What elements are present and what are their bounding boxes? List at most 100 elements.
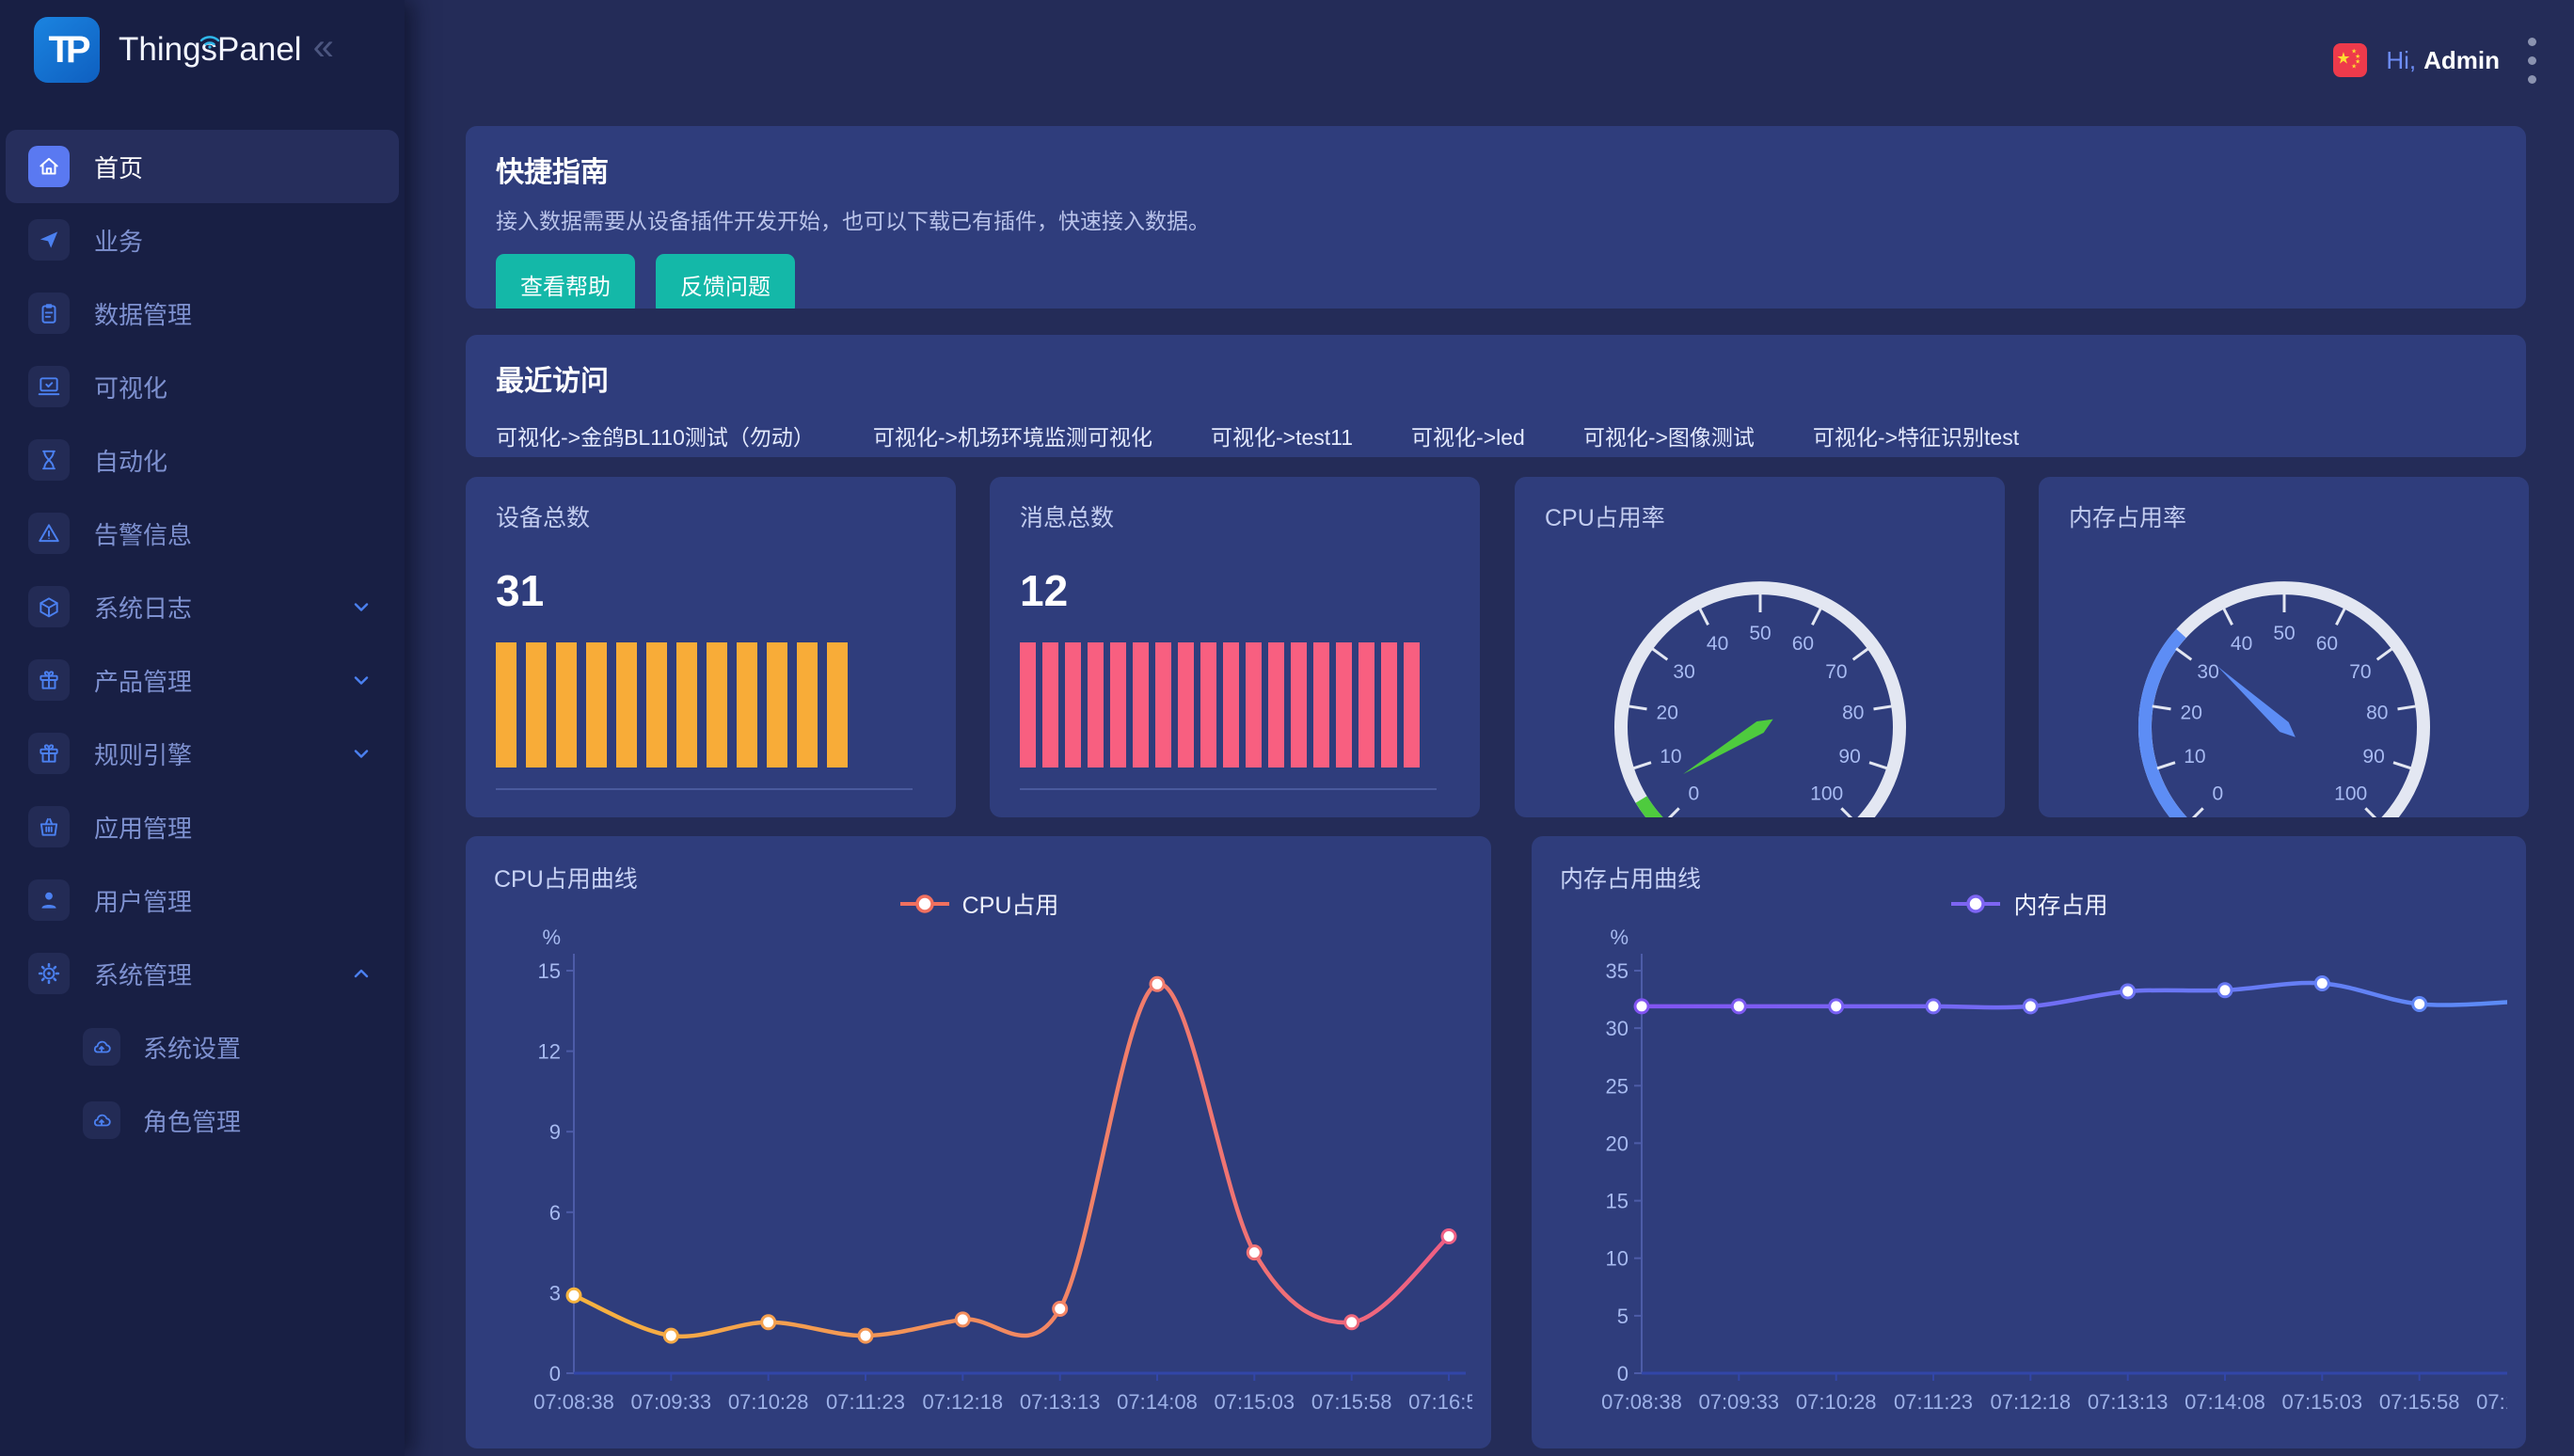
svg-text:30: 30	[2197, 661, 2218, 683]
gift-icon	[28, 733, 70, 774]
svg-text:07:14:08: 07:14:08	[2185, 1390, 2265, 1414]
device-total-bars	[496, 642, 926, 768]
svg-text:★: ★	[2337, 49, 2351, 67]
clipboard-icon	[28, 293, 70, 334]
sidebar-item-home[interactable]: 首页	[6, 130, 399, 203]
bar	[1088, 642, 1104, 768]
feedback-button[interactable]: 反馈问题	[656, 254, 795, 309]
chevron-down-icon	[350, 595, 373, 618]
home-icon	[28, 146, 70, 187]
sidebar-item-rule-engine[interactable]: 规则引擎	[6, 717, 399, 790]
sidebar-item-visualization[interactable]: 可视化	[6, 350, 399, 423]
app-logo-icon[interactable]: TP	[34, 17, 100, 83]
recent-links: 可视化->金鸽BL110测试（勿动） 可视化->机场环境监测可视化 可视化->tes…	[496, 419, 2496, 451]
cpu-usage-gauge-card: CPU占用率 0 10 20 30 40 50 60 70 80 90 100 5.05%	[1515, 477, 2005, 817]
sidebar-item-data-management[interactable]: 数据管理	[6, 277, 399, 350]
sidebar-item-label: 业务	[94, 227, 144, 256]
sidebar-item-product-management[interactable]: 产品管理	[6, 643, 399, 717]
svg-text:07:10:28: 07:10:28	[728, 1390, 809, 1414]
svg-text:6: 6	[549, 1201, 561, 1225]
sidebar-item-system-settings[interactable]: 系统设置	[6, 1010, 399, 1084]
sidebar-menu: 首页业务数据管理可视化自动化 告警信息 系统日志产品管理规则引擎应用管理用户管理系统…	[0, 130, 405, 1157]
bar	[1404, 642, 1420, 768]
svg-text:5.05%: 5.05%	[1713, 815, 1806, 817]
bar	[1358, 642, 1374, 768]
cloud-upload-icon	[83, 1101, 120, 1139]
svg-text:30: 30	[1673, 661, 1694, 683]
cloud-upload-icon	[83, 1028, 120, 1066]
cpu-gauge-title: CPU占用率	[1545, 505, 1665, 531]
svg-text:%: %	[542, 926, 561, 949]
sidebar-item-label: 产品管理	[94, 667, 193, 696]
quick-guide-description: 接入数据需要从设备插件开发开始，也可以下载已有插件，快速接入数据。	[496, 209, 1210, 233]
gift-icon	[28, 659, 70, 701]
bar	[586, 642, 607, 768]
quick-guide-title: 快捷指南	[496, 157, 609, 188]
bar	[827, 642, 848, 768]
svg-text:★: ★	[2355, 58, 2360, 65]
sidebar-item-label: 规则引擎	[94, 740, 193, 769]
svg-text:07:08:38: 07:08:38	[1601, 1390, 1682, 1414]
bar	[1268, 642, 1284, 768]
bar	[1381, 642, 1397, 768]
sidebar-item-app-management[interactable]: 应用管理	[6, 790, 399, 863]
chevron-up-icon	[350, 962, 373, 985]
recent-link-4[interactable]: 可视化->图像测试	[1582, 425, 1755, 450]
message-total-bars	[1020, 642, 1450, 768]
sidebar-item-system-management[interactable]: 系统管理	[6, 937, 399, 1010]
svg-text:07:08:38: 07:08:38	[533, 1390, 614, 1414]
memory-chart-legend[interactable]: 内存占用	[1532, 887, 2526, 921]
more-menu-icon[interactable]	[2518, 32, 2546, 89]
sidebar-item-label: 首页	[94, 153, 144, 182]
cpu-usage-chart-card: CPU占用曲线 CPU占用 0 3 6 9 12 15% 07:08:38 07:09:33 0…	[466, 836, 1491, 1448]
user-greeting[interactable]: Hi, Admin	[2386, 46, 2500, 75]
svg-text:50: 50	[2273, 623, 2295, 644]
sidebar-item-system-log[interactable]: 系统日志	[6, 570, 399, 643]
svg-text:90: 90	[1838, 746, 1860, 768]
sidebar-item-business[interactable]: 业务	[6, 203, 399, 277]
sidebar-collapse-icon[interactable]: «	[312, 25, 334, 68]
sidebar-item-label: 用户管理	[94, 887, 193, 916]
recent-link-0[interactable]: 可视化->金鸽BL110测试（勿动）	[496, 425, 815, 450]
svg-text:07:12:18: 07:12:18	[922, 1390, 1003, 1414]
svg-text:07:09:33: 07:09:33	[630, 1390, 711, 1414]
bar	[737, 642, 757, 768]
recent-link-5[interactable]: 可视化->特征识别test	[1812, 425, 2020, 450]
recent-link-1[interactable]: 可视化->机场环境监测可视化	[872, 425, 1152, 450]
bar	[707, 642, 727, 768]
svg-text:07:13:13: 07:13:13	[1020, 1390, 1101, 1414]
bar	[1042, 642, 1058, 768]
cpu-chart-legend[interactable]: CPU占用	[466, 887, 1491, 921]
sidebar-item-alarm-info[interactable]: 告警信息	[6, 497, 399, 570]
svg-text:9: 9	[549, 1120, 561, 1144]
svg-text:07:09:33: 07:09:33	[1698, 1390, 1779, 1414]
svg-text:07:15:03: 07:15:03	[1214, 1390, 1295, 1414]
legend-marker-icon	[899, 894, 949, 913]
message-total-card: 消息总数 12	[990, 477, 1480, 817]
archive-icon	[28, 586, 70, 627]
chevron-down-icon	[350, 669, 373, 691]
svg-text:30: 30	[1606, 1017, 1629, 1040]
legend-marker-icon	[1951, 894, 2001, 913]
svg-text:100: 100	[2334, 783, 2367, 805]
hourglass-icon	[28, 439, 70, 481]
sidebar-item-role-management[interactable]: 角色管理	[6, 1084, 399, 1157]
recent-link-3[interactable]: 可视化->led	[1411, 425, 1525, 450]
svg-text:07:15:58: 07:15:58	[1311, 1390, 1392, 1414]
sidebar-item-user-management[interactable]: 用户管理	[6, 863, 399, 937]
sidebar-item-label: 角色管理	[143, 1107, 242, 1136]
recent-link-2[interactable]: 可视化->test11	[1210, 425, 1354, 450]
sidebar-item-automation[interactable]: 自动化	[6, 423, 399, 497]
svg-text:07:12:18: 07:12:18	[1990, 1390, 2071, 1414]
china-flag-icon[interactable]: ★ ★ ★ ★ ★	[2333, 43, 2368, 77]
svg-text:40: 40	[1706, 633, 1727, 655]
svg-text:32.33%: 32.33%	[2228, 815, 2340, 817]
svg-text:60: 60	[1791, 633, 1813, 655]
svg-text:07:16:53: 07:16:53	[1408, 1390, 1472, 1414]
svg-text:12: 12	[538, 1040, 561, 1064]
svg-text:35: 35	[1606, 959, 1629, 983]
memory-gauge-title: 内存占用率	[2069, 505, 2187, 531]
sidebar-item-label: 可视化	[94, 373, 168, 403]
svg-text:07:15:03: 07:15:03	[2281, 1390, 2362, 1414]
view-help-button[interactable]: 查看帮助	[496, 254, 635, 309]
